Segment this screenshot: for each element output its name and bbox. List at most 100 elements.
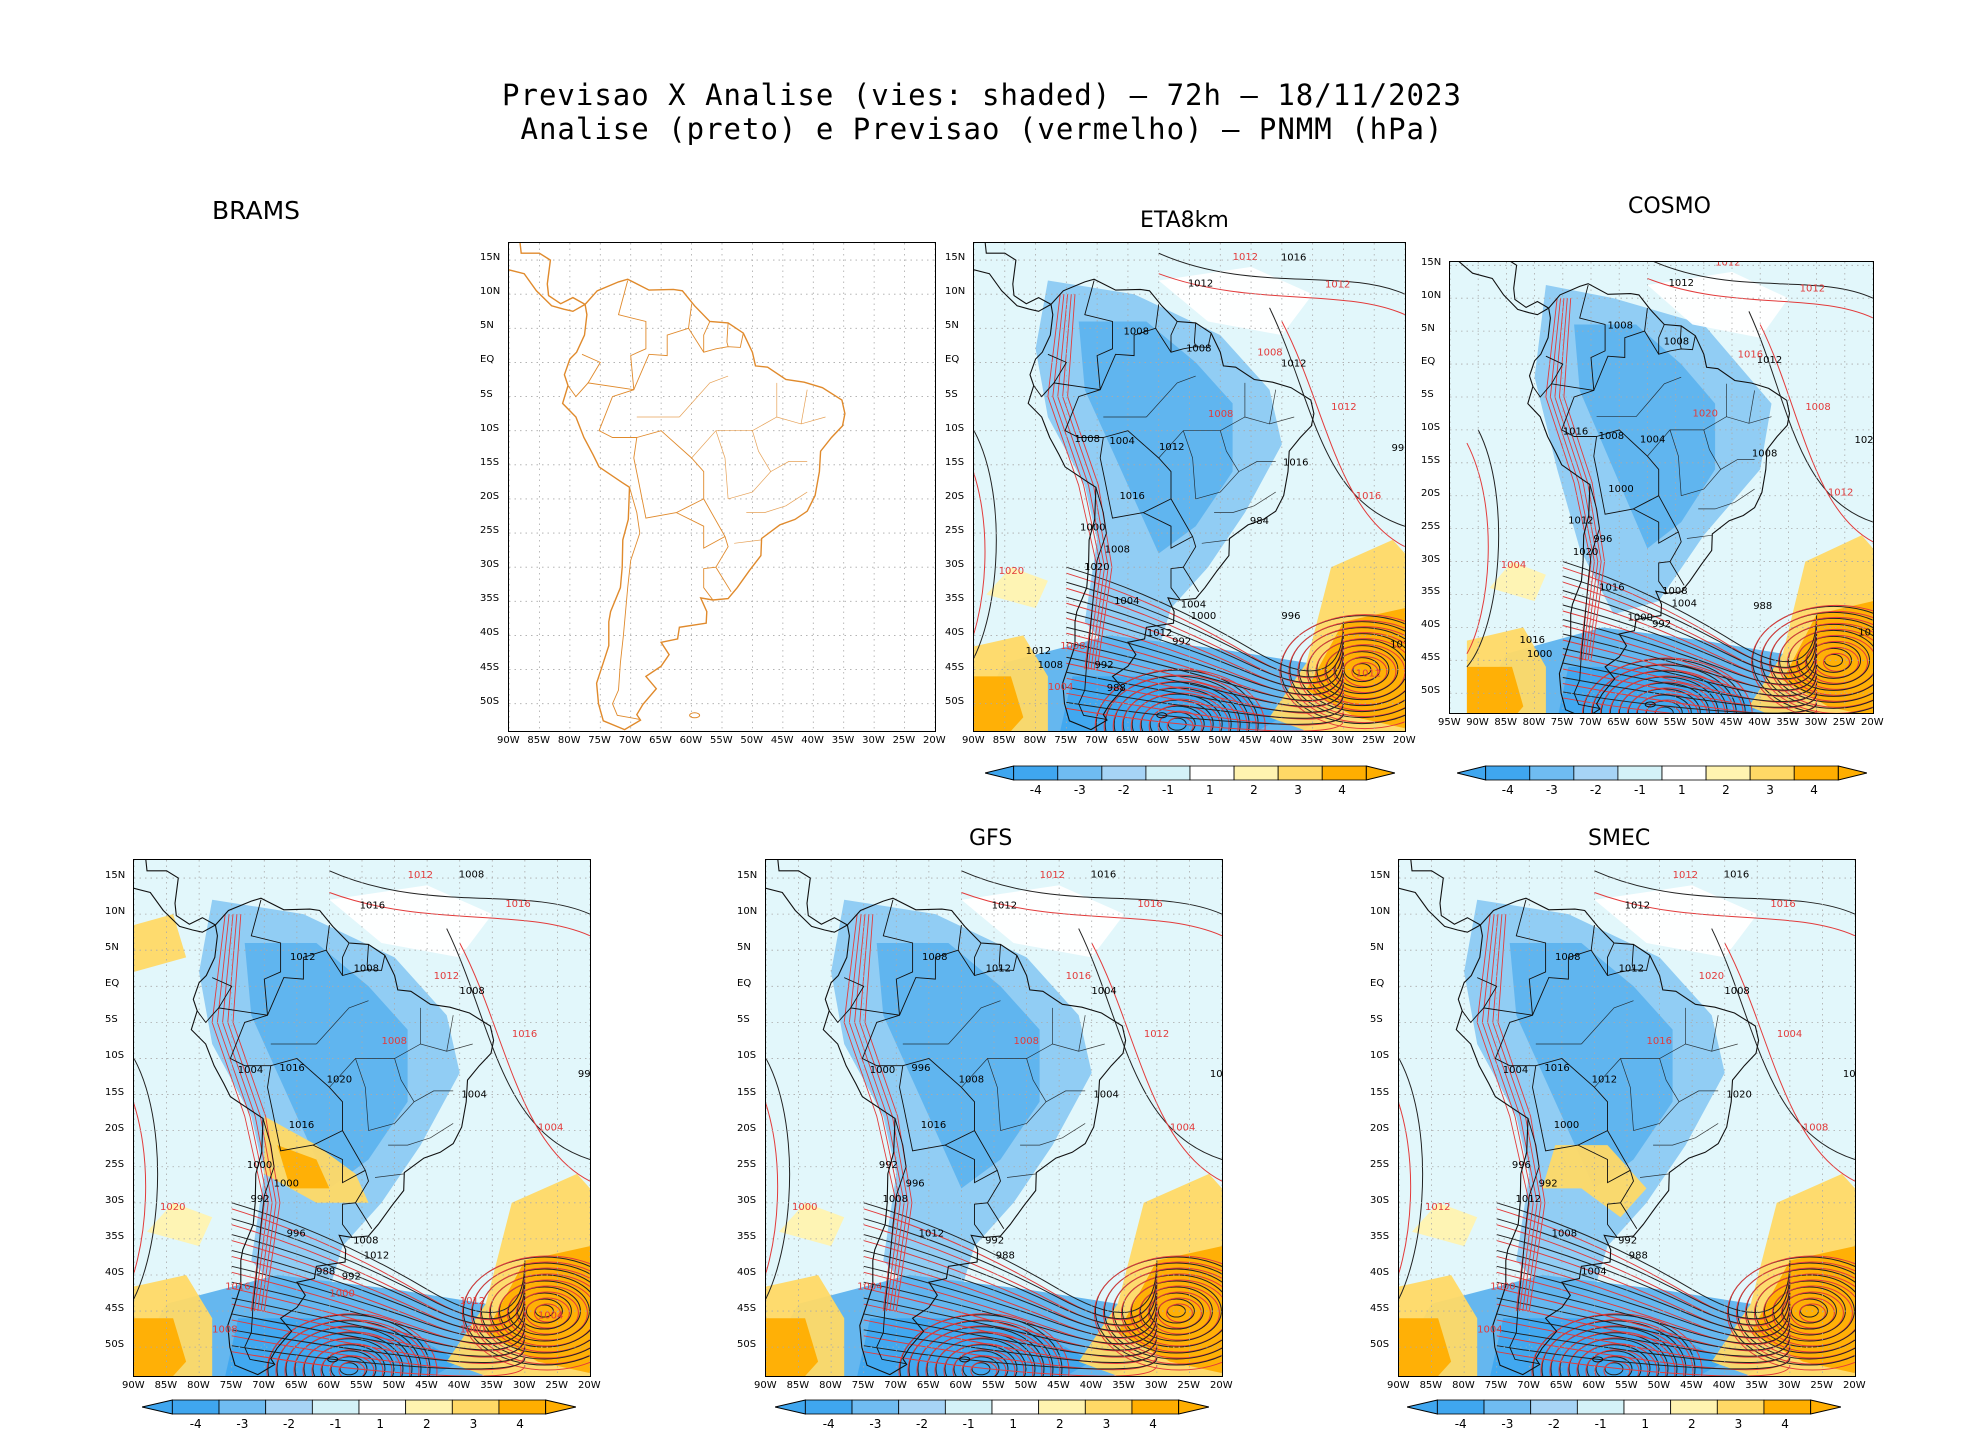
colorbar-label: 4 — [1781, 1417, 1789, 1431]
colorbar-smec: -4 -3 -2 -1 1 2 3 4 — [1406, 1399, 1842, 1435]
smec-lon-label: 65W — [1549, 1380, 1573, 1391]
colorbar-swatch — [1573, 765, 1619, 781]
brams-contour-label-red: 1004 — [538, 1123, 563, 1134]
brams-contour-label-black: 996 — [578, 1069, 590, 1080]
gfs-lon-label: 45W — [1047, 1380, 1070, 1391]
brams-blank-lat-label: 15N — [480, 252, 501, 264]
eta-lat-label: 20S — [945, 490, 965, 502]
smec-contour-label-black: 1008 — [1552, 1228, 1577, 1239]
smec-lat-label: 15N — [1370, 870, 1391, 882]
brams-lat-label: 10N — [105, 906, 126, 918]
eta-contour-label-red: 1016 — [1356, 491, 1381, 502]
cosmo-contour-label-black: 1004 — [1672, 599, 1697, 610]
brams-lon-label: 50W — [382, 1380, 406, 1391]
colorbar-swatch — [1485, 765, 1531, 781]
smec-contour-label-black: 1016 — [1724, 870, 1749, 881]
brams-contour-label-red: 1020 — [160, 1202, 185, 1213]
brams-blank-lat-label: 10S — [480, 422, 500, 434]
brams-contour-label-black: 1008 — [459, 986, 484, 997]
gfs-contour-label-black: 1012 — [919, 1228, 944, 1239]
eta-lon-label: 60W — [1146, 735, 1170, 746]
smec-lon-label: 75W — [1484, 1380, 1508, 1391]
colorbar-swatch — [171, 1399, 220, 1415]
eta-contour-label-red: 1012 — [1356, 668, 1381, 679]
colorbar-cosmo: -4 -3 -2 -1 1 2 3 4 — [1456, 765, 1868, 805]
cosmo-contour-label-black: 1016 — [1599, 582, 1624, 593]
gfs-contour-label-black: 1004 — [1091, 986, 1116, 997]
gfs-lon-label: 55W — [982, 1380, 1005, 1391]
colorbar-swatch — [265, 1399, 313, 1415]
eta-contour-label-red: 1004 — [1048, 682, 1073, 693]
colorbar-swatch — [1038, 1399, 1086, 1415]
colorbar-label: 4 — [516, 1417, 524, 1431]
eta-contour-label-black: 1012 — [1188, 279, 1213, 290]
eta-lon-label: 75W — [1054, 735, 1077, 746]
colorbar-label: 4 — [1338, 783, 1346, 797]
smec-coastline — [1455, 897, 1760, 1376]
eta-contour-label-black: 1012 — [1026, 646, 1051, 657]
colorbar-swatch — [451, 1399, 500, 1415]
colorbar-swatch — [944, 1399, 993, 1415]
smec-lon-label: 85W — [1419, 1380, 1443, 1391]
eta-contour-label-black: 1000 — [1080, 523, 1105, 534]
eta-lon-label: 20W — [1393, 735, 1416, 746]
cosmo-lon-label: 90W — [1466, 717, 1489, 728]
colorbar-eta: -4 -3 -2 -1 1 2 3 4 — [984, 765, 1396, 805]
cosmo-lon-label: 25W — [1832, 717, 1856, 728]
colorbar-label: 2 — [422, 1417, 431, 1431]
gfs-lon-label: 20W — [1210, 1380, 1233, 1391]
gfs-svg: 1016 1012 1008 1012 1004 1000 996 1008 1004 1000 1… — [766, 860, 1222, 1376]
cosmo-lat-label: 10S — [1421, 421, 1441, 433]
brams-contour-label-black: 992 — [251, 1194, 270, 1205]
gfs-lon-label: 60W — [949, 1380, 973, 1391]
gfs-contour-label-black: 1008 — [883, 1194, 908, 1205]
brams-lat-label: 35S — [105, 1230, 125, 1242]
gfs-contour-label-black: 1012 — [986, 964, 1011, 975]
brams-blank-lat-label: 30S — [480, 559, 500, 571]
colorbar-brams: -4 -3 -2 -1 1 2 3 4 — [141, 1399, 577, 1435]
model-label-eta: ETA8km — [1140, 208, 1229, 233]
brams-lon-label: 75W — [219, 1380, 243, 1391]
eta-lat-label: 35S — [945, 593, 965, 605]
colorbar-swatch — [898, 1399, 946, 1415]
eta-contour-label-black: 1016 — [1283, 457, 1308, 468]
smec-lon-label: 70W — [1517, 1380, 1540, 1391]
smec-lon-label: 50W — [1647, 1380, 1671, 1391]
colorbar-label: 1 — [1641, 1417, 1649, 1431]
gfs-contour-label-red: 1008 — [1014, 1036, 1039, 1047]
eta-contour-label-red: 1008 — [1257, 348, 1282, 359]
smec-lat-label: 35S — [1370, 1230, 1390, 1242]
cosmo-lon-label: 50W — [1691, 717, 1715, 728]
cosmo-lat-label: 40S — [1421, 619, 1441, 631]
eta-lat-label: 5N — [945, 320, 959, 332]
smec-lat-label: 50S — [1370, 1339, 1390, 1351]
smec-lon-label: 80W — [1452, 1380, 1475, 1391]
brams-blank-lon-label: 25W — [892, 735, 916, 746]
brams-lat-label: 45S — [105, 1303, 125, 1315]
brams-blank-lat-label: 20S — [480, 490, 500, 502]
smec-lat-label: 10N — [1370, 906, 1391, 918]
cosmo-contour-label-red: 1012 — [1715, 262, 1740, 268]
cosmo-contour-label-black: 1012 — [1669, 278, 1694, 289]
smec-lon-label: 45W — [1680, 1380, 1703, 1391]
eta-contour-label-black: 1016 — [1390, 639, 1405, 650]
smec-lat-label: 5S — [1370, 1014, 1383, 1026]
eta-lon-label: 55W — [1177, 735, 1201, 746]
smec-contour-label-black: 988 — [1629, 1250, 1648, 1261]
cosmo-lon-label: 45W — [1720, 717, 1743, 728]
colorbar-swatch — [1793, 765, 1839, 781]
colorbar-label: 3 — [1766, 783, 1774, 797]
smec-contour-label-black: 996 — [1512, 1160, 1531, 1171]
eta-contour-label-red: 1012 — [1325, 279, 1350, 290]
cb-brams-bar — [141, 1399, 577, 1415]
eta-lat-label: 45S — [945, 661, 965, 673]
colorbar-label: -1 — [329, 1417, 342, 1431]
gfs-lat-label: 10N — [737, 906, 758, 918]
smec-contour-label-red: 1012 — [1673, 870, 1698, 881]
brams-blank-lon-label: 30W — [862, 735, 885, 746]
brams-blank-lon-label: 20W — [923, 735, 946, 746]
eta-contour-label-black: 1012 — [1281, 358, 1306, 369]
gfs-lon-label: 50W — [1014, 1380, 1038, 1391]
eta-contour-label-black: 988 — [1107, 683, 1126, 694]
brams-blank-lat-label: 50S — [480, 695, 500, 707]
